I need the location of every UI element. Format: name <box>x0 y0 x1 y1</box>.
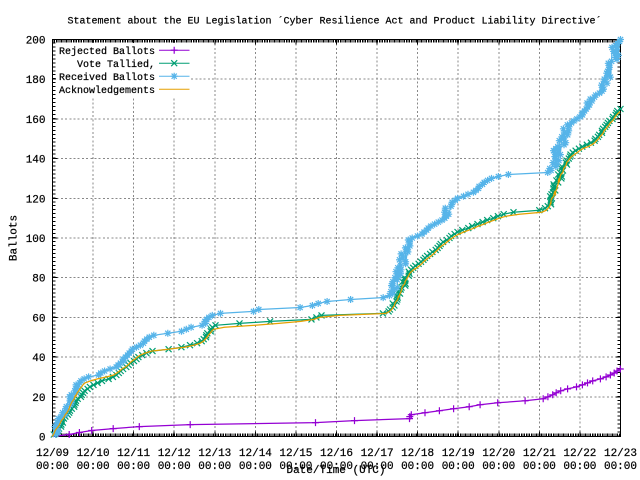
svg-text:Vote Tallied,: Vote Tallied, <box>77 59 155 71</box>
svg-text:00:00: 00:00 <box>523 461 556 473</box>
svg-text:12/20: 12/20 <box>482 448 515 460</box>
svg-text:60: 60 <box>32 313 45 325</box>
svg-text:00:00: 00:00 <box>77 461 110 473</box>
svg-text:00:00: 00:00 <box>482 461 515 473</box>
svg-text:Date/Time (UTC): Date/Time (UTC) <box>286 465 385 477</box>
svg-text:00:00: 00:00 <box>320 461 353 473</box>
svg-text:00:00: 00:00 <box>401 461 434 473</box>
svg-text:160: 160 <box>26 115 46 127</box>
svg-text:12/10: 12/10 <box>77 448 110 460</box>
svg-text:12/11: 12/11 <box>117 448 150 460</box>
svg-text:200: 200 <box>26 36 46 48</box>
svg-text:0: 0 <box>39 433 46 445</box>
svg-text:80: 80 <box>32 274 45 286</box>
svg-text:12/14: 12/14 <box>239 448 272 460</box>
svg-text:12/09: 12/09 <box>36 448 69 460</box>
svg-text:00:00: 00:00 <box>442 461 475 473</box>
svg-text:00:00: 00:00 <box>604 461 637 473</box>
svg-text:20: 20 <box>32 393 45 405</box>
svg-text:100: 100 <box>26 234 46 246</box>
svg-text:12/19: 12/19 <box>442 448 475 460</box>
svg-text:180: 180 <box>26 75 46 87</box>
svg-text:40: 40 <box>32 353 45 365</box>
svg-text:12/21: 12/21 <box>523 448 556 460</box>
svg-text:120: 120 <box>26 194 46 206</box>
svg-text:12/13: 12/13 <box>198 448 231 460</box>
svg-text:00:00: 00:00 <box>36 461 69 473</box>
svg-text:12/18: 12/18 <box>401 448 434 460</box>
svg-text:12/12: 12/12 <box>158 448 191 460</box>
svg-text:12/23: 12/23 <box>604 448 637 460</box>
svg-text:00:00: 00:00 <box>563 461 596 473</box>
svg-text:140: 140 <box>26 155 46 167</box>
svg-text:12/16: 12/16 <box>320 448 353 460</box>
svg-text:00:00: 00:00 <box>158 461 191 473</box>
svg-text:00:00: 00:00 <box>239 461 272 473</box>
svg-text:Received Ballots: Received Ballots <box>59 72 155 84</box>
svg-text:12/22: 12/22 <box>563 448 596 460</box>
svg-text:Statement about the EU Legisla: Statement about the EU Legislation ´Cybe… <box>68 15 602 28</box>
svg-text:00:00: 00:00 <box>198 461 231 473</box>
svg-text:00:00: 00:00 <box>279 461 312 473</box>
svg-text:00:00: 00:00 <box>117 461 150 473</box>
svg-text:Acknowledgements: Acknowledgements <box>59 85 155 97</box>
svg-text:12/17: 12/17 <box>361 448 394 460</box>
svg-text:Ballots: Ballots <box>9 215 21 261</box>
svg-text:12/15: 12/15 <box>279 448 312 460</box>
svg-text:00:00: 00:00 <box>361 461 394 473</box>
svg-text:Rejected Ballots: Rejected Ballots <box>59 46 155 58</box>
